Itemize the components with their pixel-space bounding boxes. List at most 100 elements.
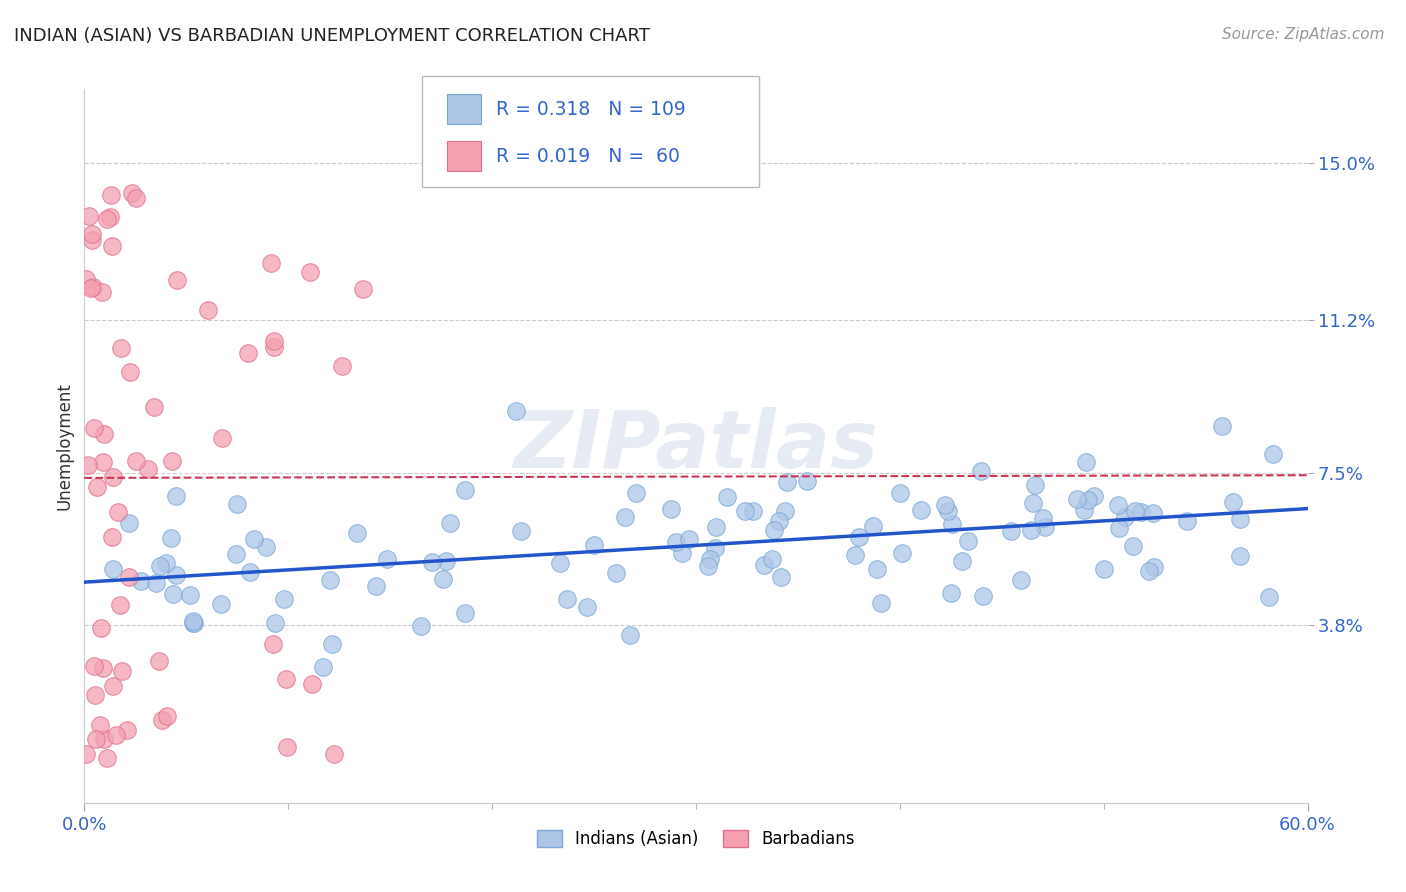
Point: [77, 210, 100, 224]
Point: [108, 598, 131, 612]
Point: [263, 340, 285, 354]
Point: [101, 239, 124, 253]
Point: [624, 485, 647, 500]
Point: [1122, 539, 1144, 553]
Point: [704, 541, 727, 556]
Point: [83, 659, 105, 673]
Point: [454, 483, 477, 497]
Point: [366, 579, 388, 593]
Point: [91, 285, 114, 299]
Legend: Indians (Asian), Barbadians: Indians (Asian), Barbadians: [530, 823, 862, 855]
Point: [312, 659, 335, 673]
Point: [956, 534, 979, 549]
Point: [697, 558, 720, 573]
Point: [734, 503, 756, 517]
Point: [1142, 506, 1164, 520]
Point: [1000, 524, 1022, 538]
Text: R = 0.318   N = 109: R = 0.318 N = 109: [496, 100, 686, 119]
Point: [776, 475, 799, 489]
Point: [665, 534, 688, 549]
Point: [775, 504, 797, 518]
Point: [1137, 565, 1160, 579]
Point: [262, 637, 284, 651]
Point: [98, 210, 121, 224]
Point: [254, 540, 277, 554]
Point: [243, 532, 266, 546]
Point: [1035, 520, 1057, 534]
Point: [165, 489, 187, 503]
Point: [150, 713, 173, 727]
Point: [1114, 509, 1136, 524]
Point: [129, 574, 152, 589]
Text: R = 0.019   N =  60: R = 0.019 N = 60: [496, 146, 681, 166]
Point: [149, 559, 172, 574]
Point: [225, 547, 247, 561]
Point: [754, 558, 776, 573]
Point: [1083, 489, 1105, 503]
Point: [125, 454, 148, 468]
Point: [143, 401, 166, 415]
Point: [91, 455, 114, 469]
Point: [1229, 549, 1251, 563]
Point: [209, 597, 232, 611]
Point: [276, 672, 298, 686]
Point: [605, 566, 627, 581]
Point: [115, 723, 138, 737]
Point: [741, 504, 763, 518]
Point: [375, 552, 398, 566]
Point: [454, 606, 477, 620]
Point: [411, 618, 433, 632]
Text: INDIAN (ASIAN) VS BARBADIAN UNEMPLOYMENT CORRELATION CHART: INDIAN (ASIAN) VS BARBADIAN UNEMPLOYMENT…: [14, 27, 650, 45]
Point: [86, 480, 108, 494]
Point: [555, 591, 578, 606]
Point: [90, 621, 112, 635]
Point: [145, 576, 167, 591]
Point: [120, 365, 142, 379]
Point: [125, 190, 148, 204]
Point: [352, 282, 374, 296]
Point: [263, 334, 285, 348]
Point: [93, 426, 115, 441]
Point: [862, 519, 884, 533]
Point: [768, 514, 790, 528]
Point: [1229, 512, 1251, 526]
Point: [889, 486, 911, 500]
Point: [148, 654, 170, 668]
Point: [346, 526, 368, 541]
Point: [890, 545, 912, 559]
Point: [1261, 447, 1284, 461]
Point: [1175, 514, 1198, 528]
Point: [263, 616, 285, 631]
Point: [1032, 511, 1054, 525]
Point: [323, 747, 346, 761]
Point: [84, 688, 107, 702]
Point: [77, 458, 100, 472]
Point: [796, 474, 818, 488]
Point: [319, 574, 342, 588]
Point: [1066, 492, 1088, 507]
Point: [420, 555, 443, 569]
Point: [118, 570, 141, 584]
Point: [165, 567, 187, 582]
Point: [103, 679, 125, 693]
Point: [432, 572, 454, 586]
Point: [301, 677, 323, 691]
Point: [136, 462, 159, 476]
Point: [91, 661, 114, 675]
Point: [181, 616, 204, 631]
Point: [121, 186, 143, 200]
Point: [236, 346, 259, 360]
Point: [89, 718, 111, 732]
Point: [439, 516, 461, 530]
Point: [1024, 478, 1046, 492]
Point: [763, 523, 786, 537]
Point: [321, 636, 343, 650]
Point: [699, 552, 721, 566]
Point: [1107, 498, 1129, 512]
Point: [211, 431, 233, 445]
Point: [100, 530, 122, 544]
Point: [260, 256, 283, 270]
Point: [101, 470, 124, 484]
Point: [1211, 418, 1233, 433]
Point: [226, 497, 249, 511]
